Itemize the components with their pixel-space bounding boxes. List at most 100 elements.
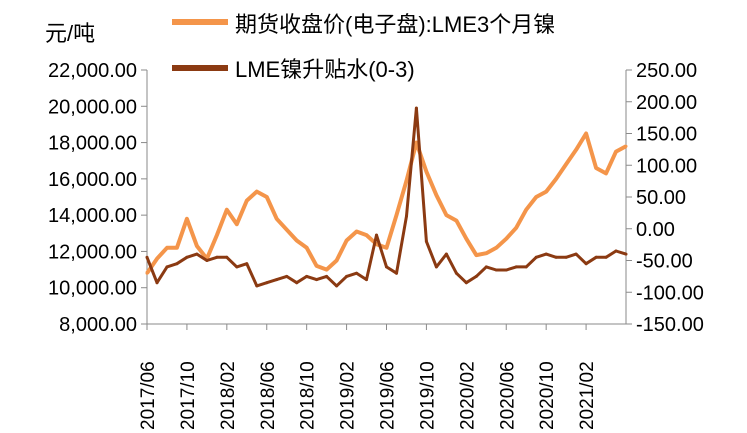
left-tick-label: 20,000.00 <box>48 96 137 118</box>
premium-point <box>175 262 179 266</box>
futures-price-point <box>335 259 339 262</box>
premium-point <box>205 259 209 262</box>
premium-point <box>335 284 339 288</box>
premium-point <box>524 265 528 269</box>
futures-price-point <box>424 170 428 174</box>
legend-label-futures-price: 期货收盘价(电子盘):LME3个月镍 <box>235 12 555 37</box>
futures-price-point <box>584 132 588 135</box>
futures-price-point <box>155 257 159 261</box>
premium-point <box>504 268 508 272</box>
premium-point <box>225 255 229 259</box>
left-tick-label: 16,000.00 <box>48 169 137 191</box>
premium-point <box>185 255 189 259</box>
premium-point <box>355 271 359 275</box>
right-tick-label: 100.00 <box>636 155 697 177</box>
left-tick-label: 22,000.00 <box>48 60 137 82</box>
left-tick-label: 14,000.00 <box>48 205 137 227</box>
premium-point <box>315 278 319 282</box>
left-tick-label: 10,000.00 <box>48 278 137 300</box>
futures-price-point <box>265 195 269 199</box>
right-tick-label: -150.00 <box>636 314 704 336</box>
futures-price-point <box>315 264 319 268</box>
futures-price-point <box>245 199 249 203</box>
y-axis-unit-label: 元/吨 <box>45 21 95 46</box>
premium-point <box>235 265 239 269</box>
futures-price-point <box>255 190 259 194</box>
right-tick-label: 0.00 <box>636 219 675 241</box>
premium-point <box>215 255 219 259</box>
premium-point <box>414 106 418 110</box>
futures-price-point <box>145 271 149 275</box>
premium-point <box>165 265 169 269</box>
series-layer <box>145 106 628 288</box>
futures-price-point <box>365 233 368 237</box>
futures-price-point <box>185 217 189 221</box>
futures-price-point <box>235 222 239 226</box>
premium-point <box>325 274 329 278</box>
futures-price-point <box>554 177 558 181</box>
futures-price-point <box>355 230 359 233</box>
premium-point <box>195 252 199 256</box>
right-tick-label: 250.00 <box>636 60 697 82</box>
right-y-axis: 250.00 200.00 150.00 100.00 50.00 0.00 -50.00 -… <box>625 60 704 336</box>
right-tick-label: 200.00 <box>636 92 697 114</box>
futures-price-point <box>395 213 398 217</box>
premium-point <box>594 255 598 259</box>
futures-price-point <box>444 213 448 217</box>
premium-point <box>584 262 588 266</box>
x-tick-label: 2017/06 <box>138 361 159 430</box>
premium-point <box>484 265 488 269</box>
right-tick-label: -100.00 <box>636 282 704 304</box>
x-tick-label: 2019/10 <box>417 361 438 430</box>
series-line-premium <box>145 106 627 288</box>
right-tick-label: 150.00 <box>636 124 697 146</box>
x-tick-label: 2018/02 <box>218 361 239 430</box>
right-tick-label: 50.00 <box>636 187 686 209</box>
x-tick-label: 2018/10 <box>298 361 319 430</box>
left-tick-label: 12,000.00 <box>48 241 137 263</box>
futures-price-point <box>474 253 478 257</box>
futures-price-point <box>564 162 568 166</box>
x-axis: 2017/06 2017/10 2018/02 2018/06 2018/10 2019/… <box>138 323 626 430</box>
right-tick-label: -50.00 <box>636 251 693 273</box>
futures-price-point <box>405 179 408 183</box>
futures-price-point <box>385 246 388 250</box>
premium-point <box>604 255 608 259</box>
left-tick-label: 18,000.00 <box>48 133 137 155</box>
premium-point <box>405 214 408 218</box>
x-tick-label: 2020/10 <box>537 361 558 430</box>
premium-point <box>245 262 249 266</box>
x-tick-label: 2018/06 <box>258 361 279 430</box>
futures-price-point <box>544 190 548 194</box>
premium-point <box>624 252 628 256</box>
premium-point <box>145 255 149 259</box>
premium-point <box>305 274 309 278</box>
premium-point <box>265 281 269 285</box>
futures-price-point <box>225 208 229 212</box>
futures-price-point <box>594 166 598 170</box>
futures-price-point <box>494 246 498 250</box>
futures-price-point <box>484 251 488 255</box>
series-line-futures-price <box>145 131 627 275</box>
futures-price-point <box>175 246 179 250</box>
futures-price-point <box>464 237 468 241</box>
x-tick-label: 2020/06 <box>497 361 518 430</box>
x-tick-label: 2017/10 <box>178 361 199 430</box>
futures-price-point <box>285 228 289 232</box>
premium-point <box>424 239 428 243</box>
premium-point <box>544 252 548 256</box>
premium-point <box>155 281 159 285</box>
x-tick-label: 2019/06 <box>378 361 399 430</box>
futures-price-point <box>534 195 538 199</box>
futures-price-point <box>165 246 169 250</box>
premium-point <box>295 281 299 285</box>
legend: 期货收盘价(电子盘):LME3个月镍 LME镍升贴水(0-3) <box>172 12 555 82</box>
premium-point <box>285 274 289 278</box>
futures-price-point <box>454 219 458 223</box>
futures-price-point <box>604 171 608 175</box>
premium-point <box>494 268 498 272</box>
premium-point <box>614 249 618 253</box>
premium-point <box>514 265 518 269</box>
futures-price-point <box>524 208 528 212</box>
